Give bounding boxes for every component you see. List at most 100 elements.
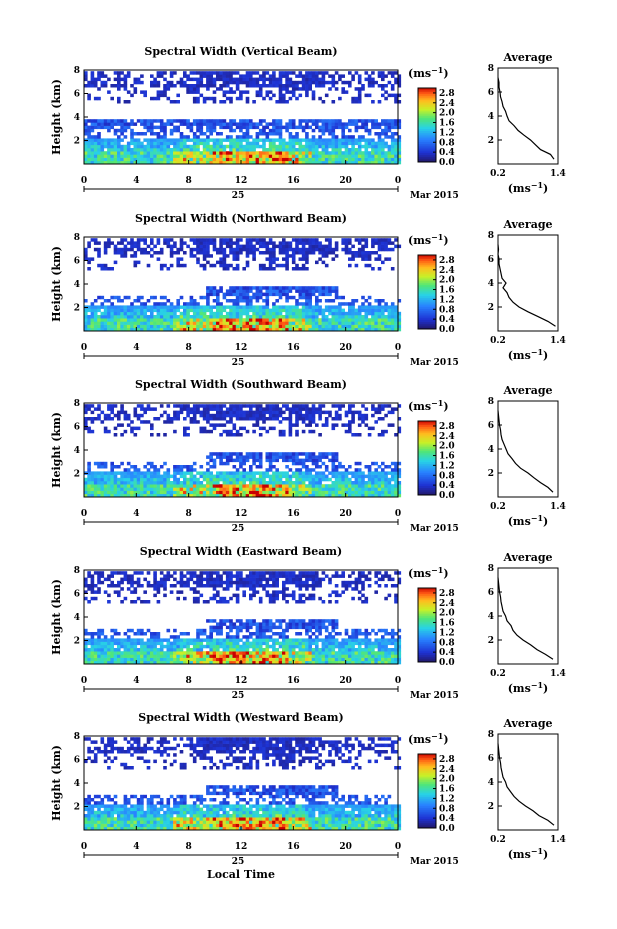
colorbar-tick-label: 2.4 [439,765,455,775]
y-tick-label: 2 [74,803,80,813]
profile-x-axis-label: (ms−1) [508,180,549,195]
y-tick-label: 8 [74,233,80,243]
colorbar-unit-close: ) [443,733,448,746]
x-tick-label: 0 [81,176,87,186]
y-axis-label: Height (km) [50,579,63,655]
y-tick-label: 2 [74,637,80,647]
colorbar-tick-label: 0.0 [439,158,455,168]
profile-x-axis-label: (ms−1) [508,680,549,695]
profile-x-axis-label-base: (ms [508,682,531,695]
profile-frame [497,234,559,332]
x-tick-label: 0 [81,343,87,353]
profile-x-tick-label: 1.4 [550,835,566,845]
x-tick-label: 20 [339,176,352,186]
profile-x-tick-label: 1.4 [550,336,566,346]
date-day-label: 25 [232,358,245,368]
x-tick-label: 0 [395,509,401,519]
chart-panel-1: Spectral Width (Northward Beam) 2 4 6 8 Heigh… [50,212,566,368]
colorbar-unit-close: ) [443,67,448,80]
profile-line [497,410,554,493]
colorbar-unit-label: (ms−1) [408,65,449,80]
profile-x-tick-label: 1.4 [550,502,566,512]
colorbar-unit-base: (ms [408,67,431,80]
profile-y-tick-label: 8 [488,397,494,407]
profile-x-axis-label: (ms−1) [508,347,549,362]
colorbar-tick-label: 2.4 [439,432,455,442]
profile-x-axis-label-exponent: −1 [531,846,543,856]
colorbar-tick-label: 0.8 [439,138,455,148]
colorbar [418,88,436,163]
chart-title: Spectral Width (Southward Beam) [135,378,347,391]
y-tick-label: 4 [74,613,80,623]
colorbar-tick-label: 2.4 [439,99,455,109]
x-tick-label: 12 [235,176,248,186]
date-day-label: 25 [232,691,245,701]
colorbar-tick-label: 1.6 [439,119,455,129]
colorbar-tick-label: 2.0 [439,442,455,452]
profile-x-axis-label-close: ) [543,182,548,195]
profile-x-axis-label-close: ) [543,848,548,861]
heatmap-field [84,404,402,498]
date-month-label: Mar 2015 [410,691,459,701]
profile-y-tick-label: 8 [488,231,494,241]
profile-x-axis-label-base: (ms [508,848,531,861]
x-tick-label: 0 [395,676,401,686]
x-tick-label: 8 [186,176,192,186]
x-tick-label: 20 [339,509,352,519]
colorbar-tick-label: 1.2 [439,295,455,305]
colorbar-tick-label: 1.2 [439,628,455,638]
x-tick-label: 0 [395,842,401,852]
profile-y-tick-label: 4 [488,279,494,289]
colorbar-tick-label: 2.0 [439,775,455,785]
profile-x-axis-label-base: (ms [508,349,531,362]
colorbar-tick-label: 2.8 [439,89,455,99]
profile-x-tick-label: 1.4 [550,169,566,179]
colorbar-tick-label: 2.8 [439,755,455,765]
colorbar-tick-label: 1.6 [439,619,455,629]
chart-panel-4: Spectral Width (Westward Beam) 2 4 6 8 Height… [50,711,566,867]
colorbar-unit-close: ) [443,567,448,580]
profile-title: Average [502,551,552,564]
profile-y-tick-label: 8 [488,564,494,574]
profile-y-tick-label: 4 [488,778,494,788]
colorbar [418,421,436,496]
colorbar-tick-label: 2.4 [439,599,455,609]
colorbar-tick-label: 2.0 [439,609,455,619]
x-tick-label: 12 [235,509,248,519]
x-tick-label: 4 [133,842,139,852]
y-tick-label: 4 [74,280,80,290]
x-tick-label: 0 [81,509,87,519]
colorbar-unit-close: ) [443,400,448,413]
y-tick-label: 2 [74,470,80,480]
x-tick-label: 12 [235,842,248,852]
x-tick-label: 8 [186,676,192,686]
x-tick-label: 4 [133,343,139,353]
profile-y-tick-label: 6 [488,255,494,265]
profile-frame [497,733,559,831]
colorbar [418,754,436,829]
colorbar-frame [417,420,437,496]
x-tick-label: 20 [339,676,352,686]
colorbar-tick-label: 0.0 [439,491,455,501]
chart-title: Spectral Width (Eastward Beam) [140,545,342,558]
y-tick-label: 4 [74,446,80,456]
colorbar-unit-base: (ms [408,400,431,413]
colorbar-tick-label: 0.0 [439,658,455,668]
date-month-label: Mar 2015 [410,191,459,201]
colorbar [418,255,436,330]
x-tick-label: 12 [235,676,248,686]
x-axis-label: Local Time [207,868,275,881]
colorbar-tick-label: 2.0 [439,109,455,119]
y-axis-label: Height (km) [50,412,63,488]
profile-frame [497,400,559,498]
colorbar [418,588,436,663]
heatmap-field [84,737,402,831]
y-tick-label: 8 [74,732,80,742]
colorbar-tick-label: 2.8 [439,256,455,266]
y-tick-label: 2 [74,137,80,147]
x-tick-label: 16 [287,176,300,186]
x-tick-label: 0 [395,343,401,353]
profile-x-axis-label-close: ) [543,349,548,362]
colorbar-unit-exponent: −1 [431,398,443,408]
